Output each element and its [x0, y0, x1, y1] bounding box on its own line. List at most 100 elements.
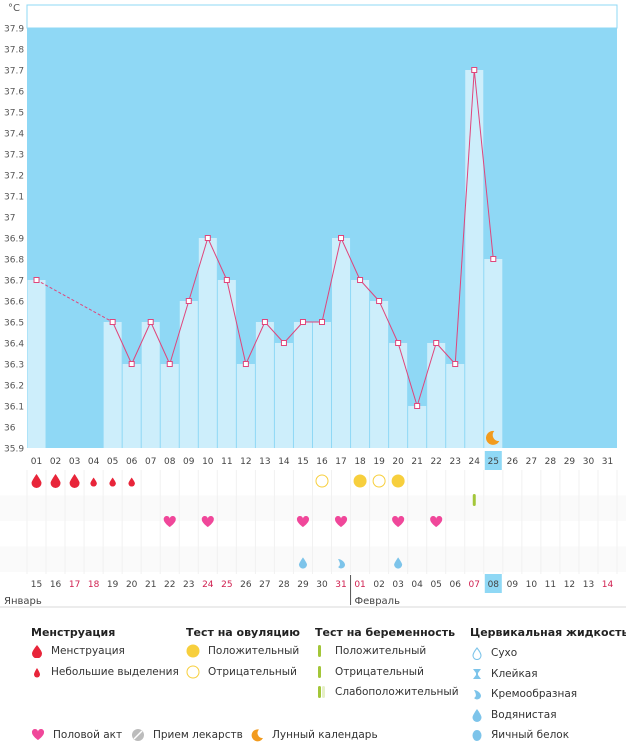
temperature-line — [169, 300, 190, 365]
temperature-line — [473, 69, 494, 260]
spotting-drop-icon — [90, 477, 97, 487]
temperature-line — [150, 321, 171, 365]
cycle-day-label: 13 — [259, 457, 270, 467]
temperature-line — [131, 321, 152, 365]
temperature-bar — [255, 322, 274, 448]
legend-moon-label: Лунный календарь — [272, 729, 378, 741]
temperature-line — [359, 279, 380, 302]
y-tick-label: 37.2 — [4, 172, 24, 182]
calendar-date-label: 22 — [164, 580, 175, 590]
month-label: Январь — [4, 596, 42, 607]
unit-label: °C — [8, 3, 20, 14]
temperature-point — [395, 340, 402, 346]
calendar-date-label: 27 — [259, 580, 270, 590]
temperature-point — [261, 319, 268, 325]
legend-cervical-sticky-item: Клейкая — [471, 667, 538, 681]
temperature-point — [452, 361, 459, 367]
cycle-day-label: 16 — [316, 457, 328, 467]
heart-icon — [392, 515, 405, 527]
heart-icon — [430, 515, 443, 527]
temperature-bar — [141, 322, 160, 448]
legend-moon-item: Лунный календарь — [250, 728, 378, 742]
ovulation-positive-icon — [391, 474, 405, 488]
temperature-bar — [27, 280, 46, 448]
legend-cervical-eggwhite-item: Яичный белок — [471, 728, 569, 742]
temperature-line — [397, 342, 418, 407]
temperature-point — [166, 361, 173, 367]
plot-frame — [26, 4, 618, 29]
temperature-bar — [293, 322, 312, 448]
ovulation-negative-icon — [372, 474, 386, 488]
temperature-line — [340, 237, 361, 281]
y-tick-label: 37.1 — [4, 193, 24, 203]
temperature-point — [223, 277, 230, 283]
cycle-day-label: 10 — [202, 457, 214, 467]
calendar-date-label: 11 — [545, 580, 556, 590]
temperature-point — [433, 340, 440, 346]
heart-icon — [163, 515, 176, 527]
moon-icon — [486, 430, 500, 445]
temperature-point — [128, 361, 135, 367]
cycle-day-label: 09 — [183, 457, 195, 467]
y-tick-label: 36.4 — [4, 340, 24, 350]
temperature-bar — [103, 322, 122, 448]
temperature-bar — [274, 343, 293, 448]
egg-white-icon — [472, 730, 482, 741]
temperature-bar — [370, 301, 389, 448]
event-row — [0, 546, 626, 572]
calendar-date-label: 24 — [202, 580, 214, 590]
legend-menstruation-item: Менструация — [31, 644, 125, 658]
blood-drop-icon — [32, 645, 42, 658]
cycle-day-label: 19 — [373, 457, 385, 467]
cycle-day-label: 12 — [240, 457, 251, 467]
calendar-date-label: 16 — [50, 580, 62, 590]
cycle-day-label: 11 — [221, 457, 232, 467]
menstruation-drop-icon — [50, 474, 61, 488]
cycle-day-label: 01 — [31, 457, 42, 467]
calendar-date-label: 10 — [526, 580, 538, 590]
temperature-point — [33, 277, 40, 283]
moon-icon — [251, 729, 263, 742]
y-tick-label: 35.9 — [4, 445, 24, 455]
temperature-line — [321, 237, 342, 323]
calendar-date-label: 15 — [31, 580, 42, 590]
cycle-day-label: 26 — [507, 457, 519, 467]
current-day-highlight — [484, 451, 502, 470]
temperature-bar — [179, 301, 198, 448]
calendar-date-label: 04 — [411, 580, 423, 590]
calendar-date-label: 12 — [564, 580, 575, 590]
event-row — [0, 521, 626, 547]
cycle-day-label: 20 — [392, 457, 404, 467]
sticky-icon — [473, 669, 481, 679]
temperature-line — [283, 321, 304, 344]
pregnancy-negative-icon — [318, 666, 321, 678]
temperature-point — [414, 403, 421, 409]
temperature-bar — [484, 259, 503, 448]
calendar-date-label: 25 — [221, 580, 232, 590]
calendar-date-label: 30 — [316, 580, 328, 590]
current-date-highlight — [484, 574, 502, 593]
heart-icon — [31, 728, 45, 740]
temperature-point — [319, 319, 325, 325]
calendar-date-label: 03 — [392, 580, 403, 590]
temperature-bar — [427, 343, 446, 448]
calendar-date-label: 19 — [107, 580, 119, 590]
legend-pregnancy-negative-item: Отрицательный — [315, 665, 424, 679]
cycle-day-label: 18 — [354, 457, 366, 467]
calendar-date-label: 29 — [297, 580, 309, 590]
temperature-point — [490, 256, 497, 262]
creamy-drop-icon — [338, 559, 346, 569]
y-tick-label: 36.6 — [4, 298, 24, 308]
legend-spotting-item: Небольшие выделения — [31, 665, 179, 679]
heart-icon — [201, 515, 214, 527]
cycle-day-label: 04 — [88, 457, 100, 467]
temperature-bar — [312, 322, 332, 448]
menstruation-drop-icon — [31, 474, 42, 488]
temperature-point — [185, 298, 192, 304]
temperature-point — [109, 319, 116, 325]
calendar-date-label: 08 — [488, 580, 500, 590]
temperature-line — [112, 321, 133, 365]
y-tick-label: 36.5 — [4, 319, 24, 329]
legend: Менструация Менструация Небольшие выделе… — [0, 624, 626, 742]
legend-menstruation-label: Менструация — [51, 645, 125, 657]
